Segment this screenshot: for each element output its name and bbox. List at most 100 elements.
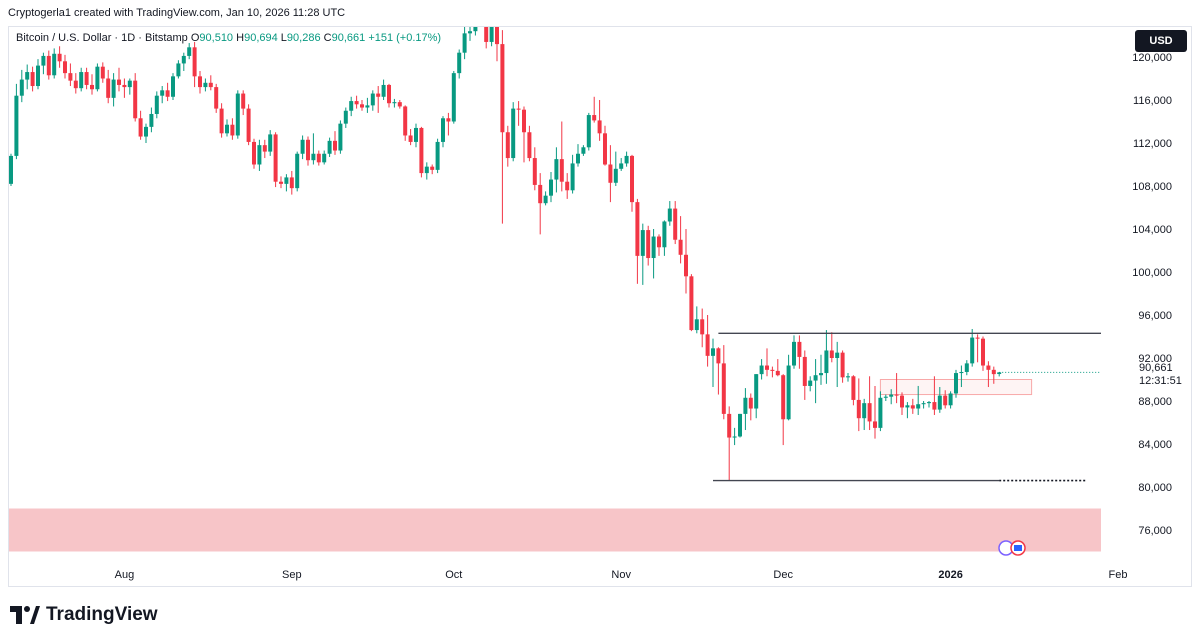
plot-area bbox=[9, 27, 1101, 552]
candle-body bbox=[921, 403, 926, 405]
candle-body bbox=[160, 90, 165, 96]
y-tick-label: 104,000 bbox=[1132, 224, 1172, 236]
candle-body bbox=[176, 63, 181, 77]
candle-body bbox=[451, 73, 456, 122]
candle-body bbox=[208, 82, 213, 88]
candle-body bbox=[932, 402, 937, 410]
candle-body bbox=[813, 375, 818, 381]
candle-body bbox=[349, 101, 354, 111]
candle-body bbox=[727, 413, 732, 438]
candle-body bbox=[646, 230, 651, 259]
candle-body bbox=[73, 80, 78, 89]
candle-body bbox=[387, 84, 391, 104]
candle-body bbox=[694, 319, 699, 331]
candle-body bbox=[333, 140, 337, 151]
candle-body bbox=[57, 53, 62, 62]
candle-body bbox=[149, 113, 154, 127]
y-tick-label: 88,000 bbox=[1138, 396, 1172, 408]
candle-body bbox=[889, 394, 894, 397]
last-price-value: 90,661 bbox=[1139, 362, 1173, 374]
candle-body bbox=[954, 373, 958, 394]
candle-body bbox=[95, 66, 100, 90]
y-tick-label: 112,000 bbox=[1133, 138, 1172, 150]
candle-body bbox=[792, 341, 796, 366]
close-value: 90,661 bbox=[331, 32, 366, 44]
candle-body bbox=[613, 168, 618, 183]
y-tick-label: 116,000 bbox=[1133, 95, 1172, 107]
high-label: H bbox=[236, 32, 245, 44]
candle-body bbox=[117, 79, 121, 85]
candle-body bbox=[716, 348, 721, 364]
tradingview-logo-icon bbox=[10, 606, 40, 624]
low-value: 90,286 bbox=[286, 32, 321, 44]
candle-body bbox=[392, 102, 397, 104]
candle-body bbox=[214, 87, 219, 109]
candle-body bbox=[689, 276, 694, 331]
candle-body bbox=[144, 126, 148, 137]
candle-body bbox=[873, 421, 877, 428]
candle-body bbox=[187, 47, 192, 56]
tradingview-brand: TradingView bbox=[46, 604, 158, 625]
candle-body bbox=[322, 153, 327, 163]
y-tick-label: 76,000 bbox=[1138, 525, 1172, 537]
candle-body bbox=[30, 72, 35, 87]
y-tick-label: 84,000 bbox=[1138, 439, 1172, 451]
candle-body bbox=[295, 153, 300, 189]
candle-body bbox=[581, 147, 586, 154]
candle-body bbox=[230, 124, 235, 136]
candle-body bbox=[927, 402, 931, 404]
candle-body bbox=[651, 236, 656, 259]
candle-body bbox=[63, 61, 67, 74]
candle-body bbox=[262, 145, 267, 152]
event-flag-icon-fill bbox=[1014, 545, 1022, 551]
currency-button[interactable]: USD bbox=[1135, 30, 1187, 52]
open-label: O bbox=[190, 32, 200, 44]
author-name[interactable]: Cryptogerla1 bbox=[8, 7, 71, 19]
candle-body bbox=[435, 141, 440, 170]
candle-body bbox=[835, 352, 840, 358]
candle-body bbox=[905, 405, 910, 408]
y-tick-label: 96,000 bbox=[1138, 310, 1172, 322]
x-tick-label: Aug bbox=[115, 569, 135, 581]
candle-body bbox=[829, 350, 834, 358]
candle-body bbox=[597, 120, 602, 134]
candle-body bbox=[775, 370, 780, 376]
candle-body bbox=[943, 395, 948, 406]
candle-body bbox=[608, 164, 613, 183]
candle-body bbox=[198, 76, 202, 88]
candle-body bbox=[657, 236, 661, 248]
candle-body bbox=[343, 110, 348, 124]
candle-body bbox=[484, 27, 489, 42]
candle-body bbox=[84, 72, 89, 85]
candle-body bbox=[122, 84, 127, 88]
candle-body bbox=[279, 181, 283, 184]
candle-body bbox=[754, 374, 759, 409]
tradingview-logo[interactable]: TradingView bbox=[10, 604, 158, 626]
candle-body bbox=[9, 155, 13, 184]
candle-body bbox=[570, 163, 575, 191]
symbol-title[interactable]: Bitcoin / U.S. Dollar · 1D · Bitstamp bbox=[16, 32, 188, 44]
high-value: 90,694 bbox=[244, 32, 278, 44]
candle-body bbox=[257, 145, 262, 165]
x-tick-label: Nov bbox=[611, 569, 631, 581]
candle-body bbox=[354, 101, 359, 105]
candle-body bbox=[441, 118, 445, 142]
candle-body bbox=[165, 90, 170, 97]
candle-body bbox=[759, 365, 764, 375]
candle-body bbox=[311, 153, 316, 161]
candle-body bbox=[640, 230, 645, 256]
candle-body bbox=[25, 72, 30, 80]
x-tick-label: Oct bbox=[445, 569, 462, 581]
candle-body bbox=[549, 179, 553, 196]
candle-body bbox=[500, 44, 505, 133]
candle-body bbox=[41, 55, 46, 66]
candle-body bbox=[138, 118, 143, 137]
candle-body bbox=[306, 139, 310, 161]
candle-body bbox=[133, 80, 138, 119]
candle-body bbox=[241, 93, 246, 109]
candle-body bbox=[468, 31, 472, 34]
candle-body bbox=[489, 27, 494, 42]
candle-body bbox=[235, 93, 240, 136]
chart-frame bbox=[8, 26, 1192, 587]
